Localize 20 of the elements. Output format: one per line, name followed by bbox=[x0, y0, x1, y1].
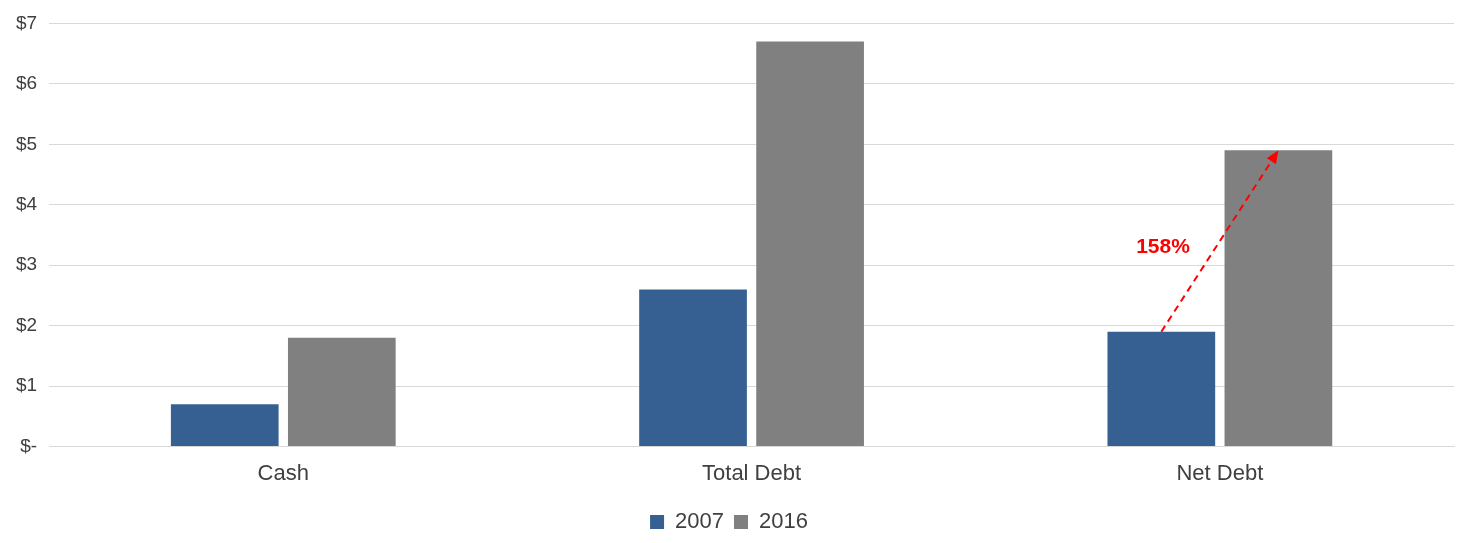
y-tick-label: $3 bbox=[15, 253, 38, 275]
y-tick-label: $- bbox=[20, 434, 38, 456]
x-tick-label: Cash bbox=[257, 459, 309, 485]
bar bbox=[1224, 150, 1333, 447]
legend-label: 2016 bbox=[759, 508, 808, 534]
y-tick-label: $1 bbox=[15, 374, 38, 396]
y-tick-label: $6 bbox=[15, 72, 38, 94]
bar bbox=[756, 41, 864, 447]
y-tick-label: $7 bbox=[15, 11, 38, 33]
legend-label: 2007 bbox=[675, 508, 725, 534]
annotation: 158% bbox=[1136, 233, 1191, 257]
y-tick-label: $5 bbox=[15, 132, 38, 154]
y-tick-label: $2 bbox=[15, 313, 38, 335]
bar bbox=[287, 337, 396, 447]
y-tick-label: $4 bbox=[15, 193, 38, 215]
bar bbox=[170, 404, 279, 447]
x-tick-label: Net Debt bbox=[1176, 459, 1264, 485]
bar bbox=[639, 289, 747, 447]
bar bbox=[1107, 331, 1216, 447]
x-tick-label: Total Debt bbox=[702, 459, 802, 485]
